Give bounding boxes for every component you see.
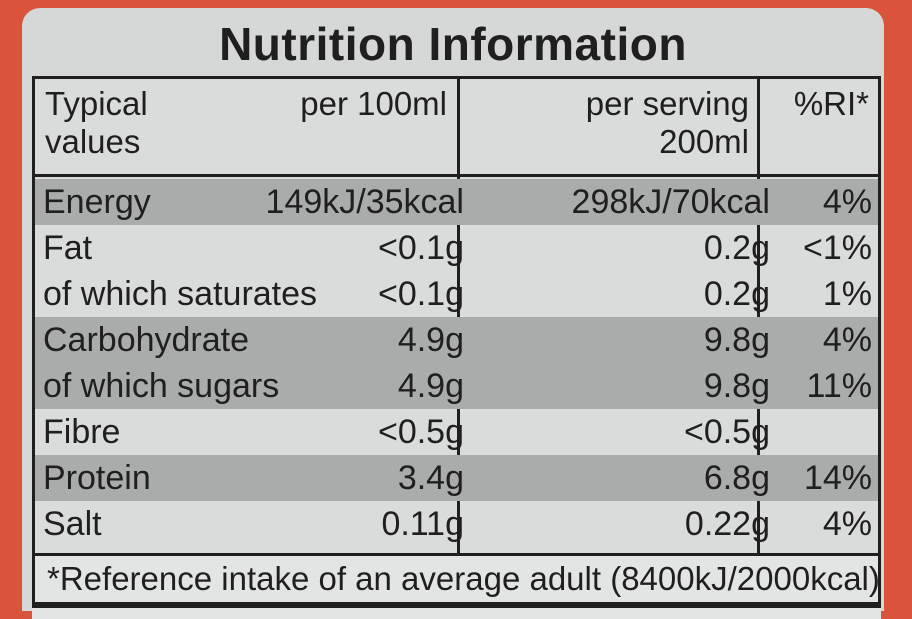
row-ri: 4% bbox=[822, 505, 872, 543]
row-serving: 9.8g bbox=[703, 367, 770, 405]
row-serving: <0.5g bbox=[683, 413, 770, 451]
table-row: Energy 149kJ/35kcal 298kJ/70kcal 4% bbox=[35, 179, 878, 225]
nutrition-label: Nutrition Information Typical values per… bbox=[22, 8, 884, 619]
reference-intake-footnote: *Reference intake of an average adult (8… bbox=[32, 553, 881, 605]
row-name: Salt bbox=[43, 505, 102, 543]
row-name: Energy bbox=[43, 183, 151, 221]
row-ri: 11% bbox=[806, 367, 872, 405]
row-name: Fibre bbox=[43, 413, 121, 451]
row-per100: 0.11g bbox=[381, 505, 464, 543]
header-per-100ml: per 100ml bbox=[300, 85, 447, 122]
label-title: Nutrition Information bbox=[219, 18, 687, 70]
table-row: Salt 0.11g 0.22g 4% bbox=[35, 501, 878, 547]
row-per100: 4.9g bbox=[397, 321, 464, 359]
row-ri: 4% bbox=[822, 183, 872, 221]
row-serving: 6.8g bbox=[703, 459, 770, 497]
row-serving: 0.2g bbox=[703, 229, 770, 267]
row-ri: 1% bbox=[822, 275, 872, 313]
nutrition-table: Typical values per 100ml per serving 200… bbox=[32, 76, 881, 562]
row-per100: 3.4g bbox=[397, 459, 464, 497]
header-serving-line1: per serving bbox=[585, 85, 749, 122]
header-serving-line2: 200ml bbox=[659, 123, 749, 160]
table-row: Protein 3.4g 6.8g 14% bbox=[35, 455, 878, 501]
row-serving: 0.2g bbox=[703, 275, 770, 313]
table-row: Fat <0.1g 0.2g <1% bbox=[35, 225, 878, 271]
table-row: of which saturates <0.1g 0.2g 1% bbox=[35, 271, 878, 317]
header-typical-line1: Typical bbox=[45, 85, 148, 122]
row-name: Protein bbox=[43, 459, 151, 497]
header-ri: %RI* bbox=[793, 85, 869, 122]
row-per100: <0.1g bbox=[377, 229, 464, 267]
header-typical-values: Typical values bbox=[45, 85, 148, 161]
row-per100: 4.9g bbox=[397, 367, 464, 405]
row-ri: 4% bbox=[822, 321, 872, 359]
row-serving: 298kJ/70kcal bbox=[571, 183, 770, 221]
header-typical-line2: values bbox=[45, 123, 141, 160]
row-per100: 149kJ/35kcal bbox=[265, 183, 464, 221]
row-ri: 14% bbox=[803, 459, 872, 497]
row-ri: <1% bbox=[803, 229, 872, 267]
table-row: of which sugars 4.9g 9.8g 11% bbox=[35, 363, 878, 409]
next-table-edge bbox=[32, 605, 881, 619]
row-serving: 0.22g bbox=[684, 505, 770, 543]
row-per100: <0.5g bbox=[377, 413, 464, 451]
row-per100: <0.1g bbox=[377, 275, 464, 313]
table-row: Carbohydrate 4.9g 9.8g 4% bbox=[35, 317, 878, 363]
table-row: Fibre <0.5g <0.5g bbox=[35, 409, 878, 455]
row-serving: 9.8g bbox=[703, 321, 770, 359]
header-per-serving: per serving 200ml bbox=[465, 85, 749, 161]
row-name: of which saturates bbox=[43, 275, 318, 313]
row-name: of which sugars bbox=[43, 367, 280, 405]
header-divider bbox=[35, 174, 878, 177]
row-name: Carbohydrate bbox=[43, 321, 250, 359]
row-name: Fat bbox=[43, 229, 93, 267]
